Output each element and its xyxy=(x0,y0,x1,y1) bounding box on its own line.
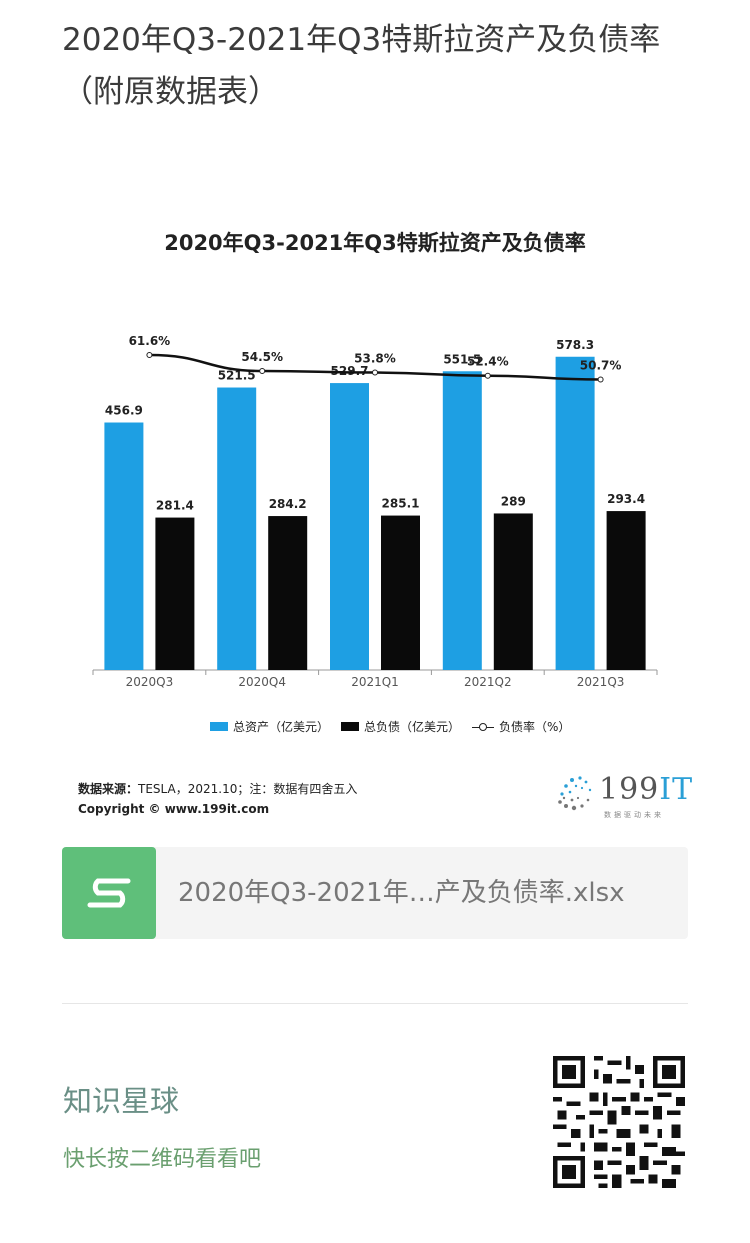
legend-item-ratio: 负债率（%） xyxy=(472,718,570,735)
bar-assets xyxy=(104,422,144,670)
file-attachment[interactable]: 2020年Q3-2021年…产及负债率.xlsx xyxy=(62,847,688,939)
legend-label-ratio: 负债率（%） xyxy=(499,720,571,734)
data-label-ratio: 53.8% xyxy=(354,352,396,366)
chart-title: 2020年Q3-2021年Q3特斯拉资产及负债率 xyxy=(164,231,586,255)
legend-swatch-liabilities xyxy=(341,722,360,731)
data-label-liabilities: 281.4 xyxy=(156,499,194,513)
bar-liabilities xyxy=(493,513,533,670)
copyright-text: Copyright © www.199it.com xyxy=(78,802,270,816)
bar-liabilities xyxy=(155,517,195,670)
legend-item-liabilities: 总负债（亿美元） xyxy=(341,718,460,735)
data-label-liabilities: 293.4 xyxy=(607,492,645,506)
bar-assets xyxy=(442,371,482,670)
divider xyxy=(62,1003,688,1004)
x-tick-label: 2021Q3 xyxy=(577,675,625,689)
x-tick-label: 2021Q1 xyxy=(351,675,399,689)
s-logo-icon xyxy=(87,878,131,908)
legend-item-assets: 总资产（亿美元） xyxy=(210,718,329,735)
logo-text-it: IT xyxy=(659,772,694,807)
x-tick-label: 2020Q3 xyxy=(126,675,174,689)
legend-swatch-ratio xyxy=(472,722,495,732)
planet-title: 知识星球 xyxy=(63,1084,180,1118)
logo-text: 199IT xyxy=(599,772,693,807)
file-name: 2020年Q3-2021年…产及负债率.xlsx xyxy=(178,878,625,908)
legend-swatch-assets xyxy=(210,722,228,731)
data-label-ratio: 50.7% xyxy=(580,359,622,373)
bar-assets xyxy=(555,356,595,670)
x-tick-label: 2021Q2 xyxy=(464,675,512,689)
point-ratio xyxy=(484,372,491,379)
bar-liabilities xyxy=(268,516,308,670)
post-title: 2020年Q3-2021年Q3特斯拉资产及负债率（附原数据表） xyxy=(62,22,661,110)
point-ratio xyxy=(372,369,378,376)
source-label: 数据来源： xyxy=(78,782,139,796)
data-label-liabilities: 289 xyxy=(501,494,526,508)
bar-assets xyxy=(217,387,257,670)
point-ratio xyxy=(597,376,604,383)
legend-label-liabilities: 总负债（亿美元） xyxy=(364,720,461,734)
data-label-liabilities: 284.2 xyxy=(269,497,307,511)
data-label-assets: 551.5 xyxy=(443,352,481,366)
data-label-ratio: 52.4% xyxy=(467,355,509,369)
199it-logo: 199IT 数据驱动未来 xyxy=(552,770,692,822)
planet-subtitle: 快长按二维码看看吧 xyxy=(63,1147,262,1172)
data-label-ratio: 61.6% xyxy=(129,334,171,348)
chart-image: 2020年Q3-2021年Q3特斯拉资产及负债率 456.9 281.4 2020Q… xyxy=(0,205,750,835)
dandelion-icon xyxy=(558,776,592,811)
point-ratio xyxy=(259,367,266,374)
bar-assets xyxy=(330,383,369,670)
data-label-assets: 578.3 xyxy=(556,338,594,352)
data-label-liabilities: 285.1 xyxy=(382,497,420,511)
data-label-assets: 529.7 xyxy=(331,364,369,378)
qr-code[interactable] xyxy=(553,1056,685,1188)
point-ratio xyxy=(146,352,153,358)
wps-spreadsheet-icon xyxy=(62,847,156,939)
data-label-assets: 456.9 xyxy=(105,404,143,418)
source-text: TESLA，2021.10；注：数据有四舍五入 xyxy=(138,782,358,796)
data-label-ratio: 54.5% xyxy=(241,350,283,364)
chart-legend: 总资产（亿美元） 总负债（亿美元） 负债率（%） xyxy=(210,718,570,735)
bar-liabilities xyxy=(381,515,420,670)
chart-svg: 456.9 281.4 2020Q3 521.5 284.2 2020Q4 529.7 285… xyxy=(92,334,658,689)
logo-subtitle: 数据驱动未来 xyxy=(604,811,664,819)
data-label-assets: 521.5 xyxy=(218,369,256,383)
bar-liabilities xyxy=(606,511,646,670)
x-tick-label: 2020Q4 xyxy=(238,675,286,689)
logo-text-num: 199 xyxy=(599,772,660,807)
chart-source: 数据来源：TESLA，2021.10；注：数据有四舍五入 Copyright ©… xyxy=(78,779,357,819)
legend-label-assets: 总资产（亿美元） xyxy=(233,720,330,734)
